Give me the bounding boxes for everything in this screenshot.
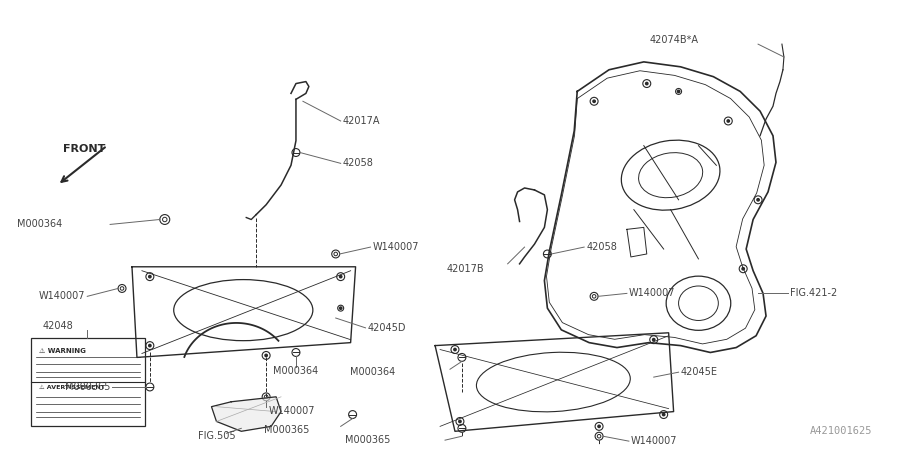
Circle shape <box>645 82 648 85</box>
Text: W140007: W140007 <box>269 405 316 416</box>
Text: M000365: M000365 <box>264 425 309 435</box>
Circle shape <box>727 120 730 122</box>
Text: FIG.421-2: FIG.421-2 <box>790 288 837 298</box>
Circle shape <box>742 268 744 270</box>
Text: 42074B*A: 42074B*A <box>649 35 698 45</box>
Circle shape <box>598 425 600 428</box>
Text: A421001625: A421001625 <box>810 426 872 436</box>
Polygon shape <box>212 397 281 431</box>
Text: 42058: 42058 <box>343 158 373 168</box>
Circle shape <box>339 307 342 309</box>
Text: 42017A: 42017A <box>343 116 380 126</box>
Text: ⚠ WARNING: ⚠ WARNING <box>39 347 86 354</box>
Text: 42048: 42048 <box>42 321 73 331</box>
Text: M000365: M000365 <box>65 382 110 392</box>
Text: M000364: M000364 <box>17 220 62 230</box>
Text: 42058: 42058 <box>586 242 617 252</box>
Circle shape <box>265 354 267 357</box>
Circle shape <box>678 90 680 93</box>
Text: 42045E: 42045E <box>680 367 717 377</box>
Circle shape <box>757 198 760 201</box>
Circle shape <box>662 414 665 416</box>
Text: W140007: W140007 <box>39 291 86 302</box>
Text: FRONT: FRONT <box>63 144 105 153</box>
Text: ⚠ AVERTISSEMENT: ⚠ AVERTISSEMENT <box>39 385 104 390</box>
Text: M000364: M000364 <box>350 367 395 377</box>
Text: W140007: W140007 <box>631 436 678 446</box>
Circle shape <box>593 100 595 103</box>
Text: W140007: W140007 <box>373 242 419 252</box>
Circle shape <box>652 338 655 341</box>
Text: M000365: M000365 <box>345 435 391 445</box>
Circle shape <box>459 420 461 423</box>
Circle shape <box>148 275 151 278</box>
Text: 42017B: 42017B <box>446 264 483 274</box>
Text: 42045D: 42045D <box>367 323 406 333</box>
FancyBboxPatch shape <box>31 338 145 426</box>
Circle shape <box>148 344 151 347</box>
Circle shape <box>339 275 342 278</box>
Text: W140007: W140007 <box>629 288 675 298</box>
Text: M000364: M000364 <box>274 366 319 376</box>
Text: FIG.505: FIG.505 <box>198 431 235 441</box>
Circle shape <box>454 348 456 351</box>
